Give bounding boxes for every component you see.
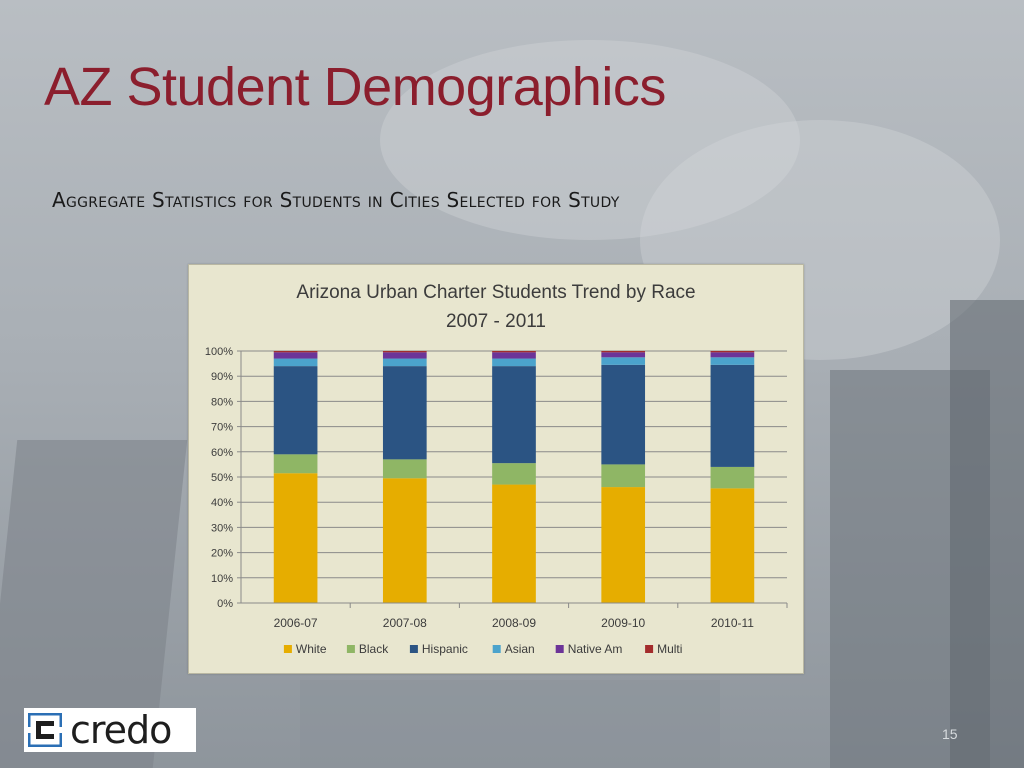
- legend-label: Asian: [505, 642, 535, 656]
- y-tick-label: 70%: [211, 422, 233, 434]
- chart-container: Arizona Urban Charter Students Trend by …: [188, 264, 804, 674]
- bar-segment-white: [492, 484, 536, 603]
- bar-segment-hispanic: [273, 366, 318, 455]
- bar-segment-asian: [601, 357, 646, 365]
- bar-segment-white: [382, 478, 427, 603]
- stacked-bar-chart: Arizona Urban Charter Students Trend by …: [205, 282, 788, 656]
- bar-segment-white: [601, 487, 646, 603]
- credo-logo-icon: [27, 712, 63, 748]
- x-tick-label: 2008-09: [492, 616, 536, 630]
- bar-segment-white: [273, 473, 318, 603]
- legend-label: White: [296, 642, 327, 656]
- legend-swatch: [346, 645, 355, 653]
- legend-swatch: [645, 645, 654, 653]
- bar-segment-hispanic: [710, 364, 755, 467]
- page-number: 15: [942, 726, 958, 742]
- credo-logo-text: credo: [70, 708, 172, 752]
- x-tick-label: 2006-07: [274, 616, 318, 630]
- background-building: [950, 300, 1024, 768]
- bar-segment-hispanic: [601, 364, 646, 465]
- legend-swatch: [555, 645, 564, 653]
- bar-segment-black: [601, 464, 646, 488]
- bar-segment-black: [382, 459, 427, 479]
- bar-segment-white: [710, 488, 755, 603]
- y-tick-label: 20%: [211, 548, 233, 560]
- bar-segment-multi: [273, 351, 318, 353]
- bar-segment-native-am: [601, 352, 646, 358]
- x-tick-label: 2007-08: [383, 616, 427, 630]
- bar-segment-hispanic: [492, 366, 536, 464]
- bar-segment-multi: [710, 351, 755, 353]
- bar-segment-asian: [710, 357, 755, 365]
- legend-label: Black: [359, 642, 389, 656]
- bar-segment-hispanic: [382, 366, 427, 460]
- background-cloud: [380, 40, 800, 240]
- background-street: [300, 680, 720, 768]
- bar-segment-multi: [382, 351, 427, 353]
- bar-segment-asian: [382, 358, 427, 367]
- chart-title: Arizona Urban Charter Students Trend by …: [296, 282, 695, 303]
- bar-segment-black: [492, 463, 536, 485]
- bar-segment-black: [710, 466, 755, 489]
- bar-segment-native-am: [382, 352, 427, 359]
- y-tick-label: 50%: [211, 472, 233, 484]
- legend-swatch: [283, 645, 292, 653]
- bar-segment-native-am: [492, 352, 536, 359]
- legend-label: Native Am: [568, 642, 623, 656]
- y-tick-label: 40%: [211, 497, 233, 509]
- y-tick-label: 10%: [211, 573, 233, 585]
- credo-logo: credo: [24, 708, 196, 752]
- bar-segment-black: [273, 454, 318, 474]
- bar-segment-asian: [492, 358, 536, 367]
- legend-swatch: [409, 645, 418, 653]
- bar-segment-native-am: [273, 352, 318, 359]
- y-tick-label: 30%: [211, 522, 233, 534]
- x-tick-label: 2009-10: [601, 616, 645, 630]
- y-tick-label: 100%: [205, 346, 233, 358]
- bar-segment-multi: [601, 351, 646, 353]
- legend-swatch: [492, 645, 501, 653]
- bar-segment-asian: [273, 358, 318, 367]
- x-tick-label: 2010-11: [711, 616, 754, 630]
- slide-title: AZ Student Demographics: [44, 57, 666, 117]
- y-tick-label: 0%: [217, 598, 233, 610]
- bar-segment-native-am: [710, 352, 755, 358]
- y-tick-label: 90%: [211, 371, 233, 383]
- legend-label: Hispanic: [422, 642, 468, 656]
- y-tick-label: 60%: [211, 447, 233, 459]
- legend-label: Multi: [657, 642, 682, 656]
- chart-subtitle: 2007 - 2011: [446, 311, 546, 332]
- bar-segment-multi: [492, 351, 536, 353]
- y-tick-label: 80%: [211, 396, 233, 408]
- slide-subtitle: Aggregate Statistics for Students in Cit…: [52, 188, 620, 212]
